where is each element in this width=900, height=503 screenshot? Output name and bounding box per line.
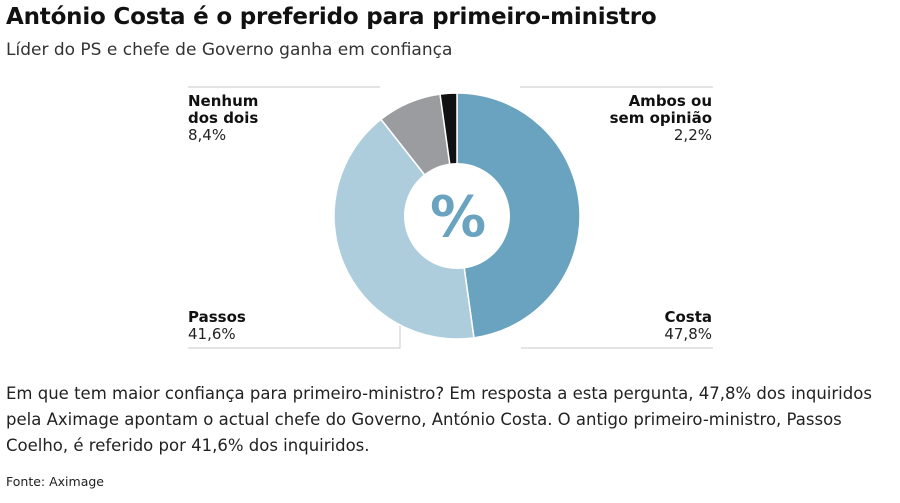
slice-label-name: dos dois <box>188 109 258 127</box>
slice-label-value: 47,8% <box>664 325 712 343</box>
slice-label-value: 8,4% <box>188 126 226 144</box>
slice-label-name: Costa <box>664 308 712 326</box>
chart-title: António Costa é o preferido para primeir… <box>6 4 657 30</box>
donut-slices <box>333 92 581 340</box>
slice-label-name: Nenhum <box>188 92 258 110</box>
source-note: Fonte: Aximage <box>6 474 104 489</box>
slice-label-name: Ambos ou <box>629 92 712 110</box>
slice-label-name: sem opinião <box>610 109 712 127</box>
slice-label-value: 2,2% <box>674 126 712 144</box>
chart-subtitle: Líder do PS e chefe de Governo ganha em … <box>6 40 453 60</box>
slice-passos <box>333 118 475 340</box>
description-paragraph: Em que tem maior confiança para primeiro… <box>6 384 872 455</box>
center-percent-symbol: % <box>430 185 486 250</box>
slice-label-name: Passos <box>188 308 246 326</box>
donut-hole <box>404 163 510 269</box>
slice-label-value: 41,6% <box>188 325 236 343</box>
slice-costa <box>456 92 581 339</box>
